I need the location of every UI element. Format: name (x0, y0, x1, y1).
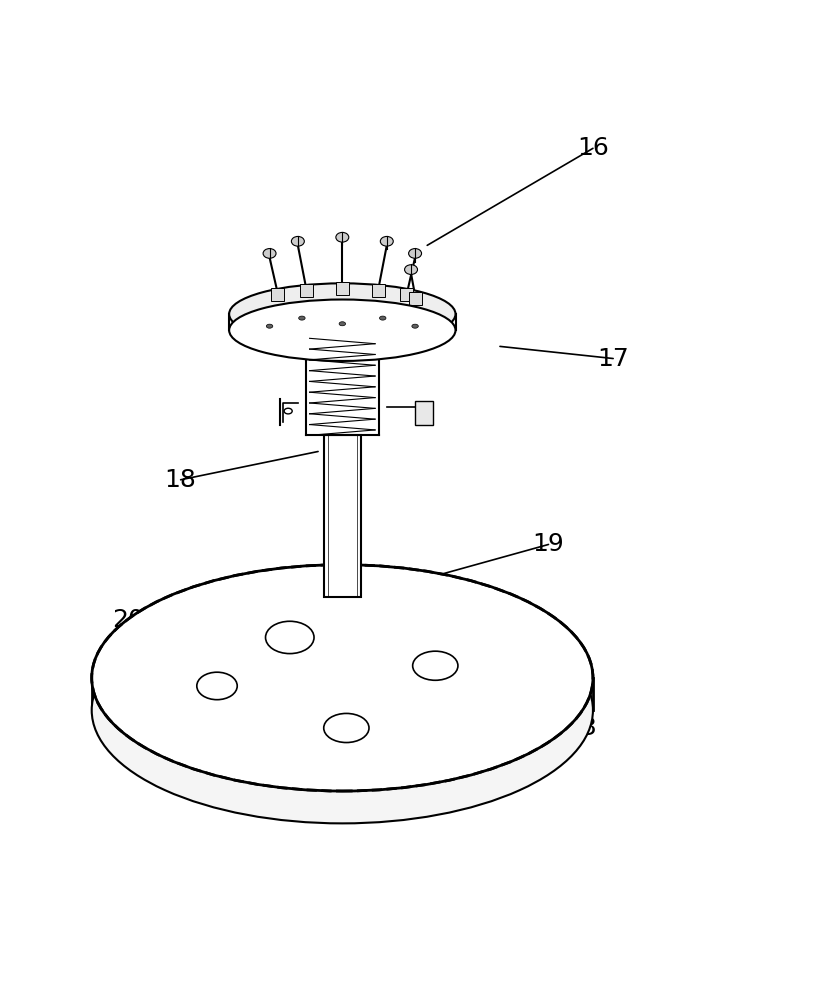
Ellipse shape (266, 324, 273, 328)
Text: 19: 19 (532, 532, 564, 556)
Bar (300, 284, 313, 297)
Text: 21: 21 (137, 671, 168, 695)
Bar (409, 292, 422, 305)
Ellipse shape (380, 236, 393, 246)
Ellipse shape (405, 265, 418, 274)
Ellipse shape (409, 249, 422, 258)
Bar (372, 284, 384, 297)
Ellipse shape (412, 324, 418, 328)
Bar (271, 288, 284, 301)
Ellipse shape (339, 322, 346, 326)
Text: 17: 17 (597, 347, 629, 371)
Ellipse shape (291, 236, 304, 246)
Text: 16: 16 (577, 136, 609, 160)
Ellipse shape (92, 597, 593, 823)
Ellipse shape (263, 249, 276, 258)
Bar (415, 401, 433, 425)
Ellipse shape (230, 300, 456, 361)
Text: 23: 23 (565, 716, 597, 740)
Ellipse shape (379, 316, 386, 320)
Text: 20: 20 (112, 608, 144, 632)
Ellipse shape (336, 232, 348, 242)
Bar (400, 288, 414, 301)
Ellipse shape (92, 565, 593, 791)
Text: 18: 18 (164, 468, 196, 492)
Ellipse shape (299, 316, 305, 320)
Ellipse shape (230, 283, 456, 345)
Bar (324, 435, 361, 597)
Bar (336, 282, 348, 295)
Text: 22: 22 (254, 775, 286, 799)
